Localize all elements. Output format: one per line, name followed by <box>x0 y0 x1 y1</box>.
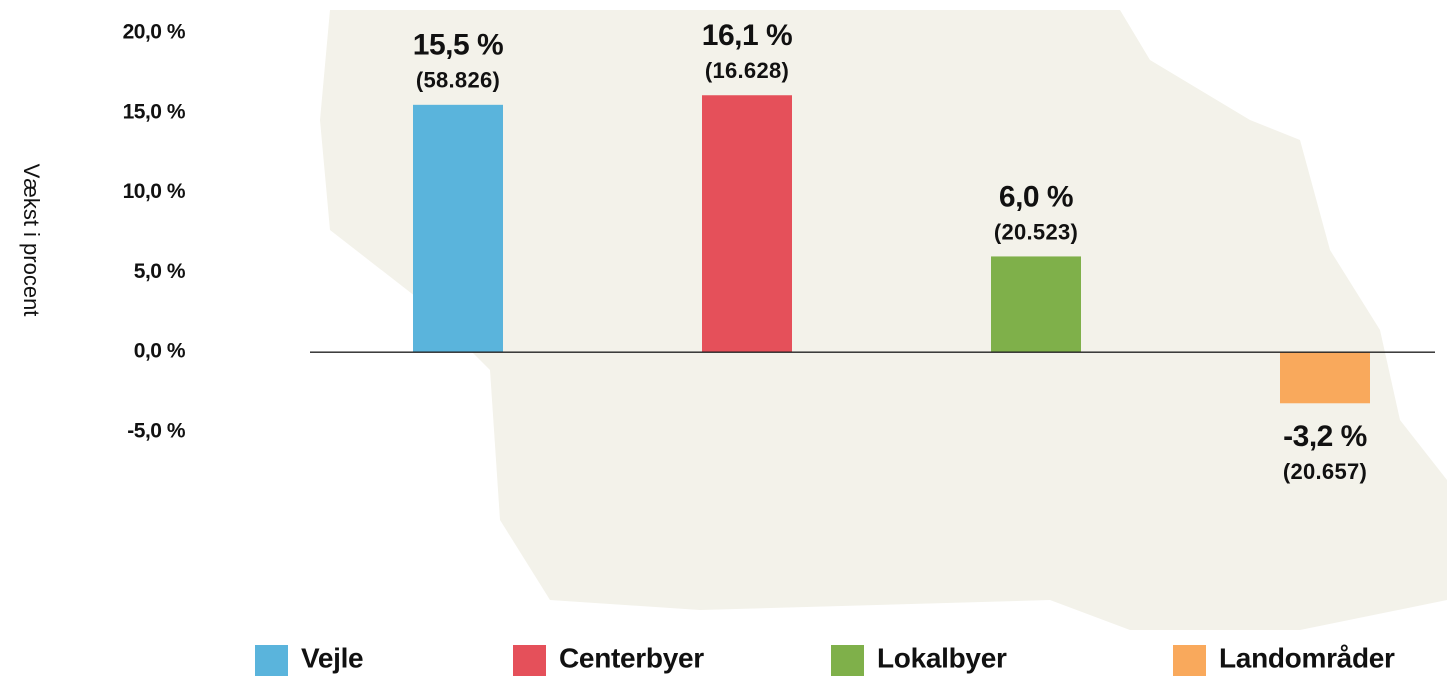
y-tick-label: -5,0 % <box>127 420 186 443</box>
y-tick-label: 20,0 % <box>123 21 186 44</box>
y-axis-label: Vækst i procent <box>19 164 44 317</box>
legend-swatch <box>1173 645 1206 676</box>
bar <box>702 95 792 353</box>
bar <box>991 256 1081 353</box>
y-tick-label: 15,0 % <box>123 100 186 123</box>
data-label: -3,2 % <box>1283 420 1367 453</box>
count-label: (20.657) <box>1283 459 1367 484</box>
count-label: (58.826) <box>416 68 500 93</box>
legend-label: Vejle <box>301 642 363 673</box>
data-label: 6,0 % <box>999 180 1073 213</box>
bar <box>413 104 503 353</box>
legend-label: Centerbyer <box>559 642 704 673</box>
count-label: (16.628) <box>705 58 789 83</box>
data-label: 16,1 % <box>702 19 792 52</box>
legend-label: Lokalbyer <box>877 642 1007 673</box>
count-label: (20.523) <box>994 219 1078 244</box>
y-tick-label: 10,0 % <box>123 180 186 203</box>
legend-swatch <box>513 645 546 676</box>
y-tick-label: 0,0 % <box>134 340 186 363</box>
data-label: 15,5 % <box>413 29 503 62</box>
y-tick-label: 5,0 % <box>134 260 186 283</box>
legend-label: Landområder <box>1219 642 1395 673</box>
bar <box>1280 352 1370 404</box>
legend-swatch <box>831 645 864 676</box>
legend-swatch <box>255 645 288 676</box>
background-map <box>320 10 1447 630</box>
